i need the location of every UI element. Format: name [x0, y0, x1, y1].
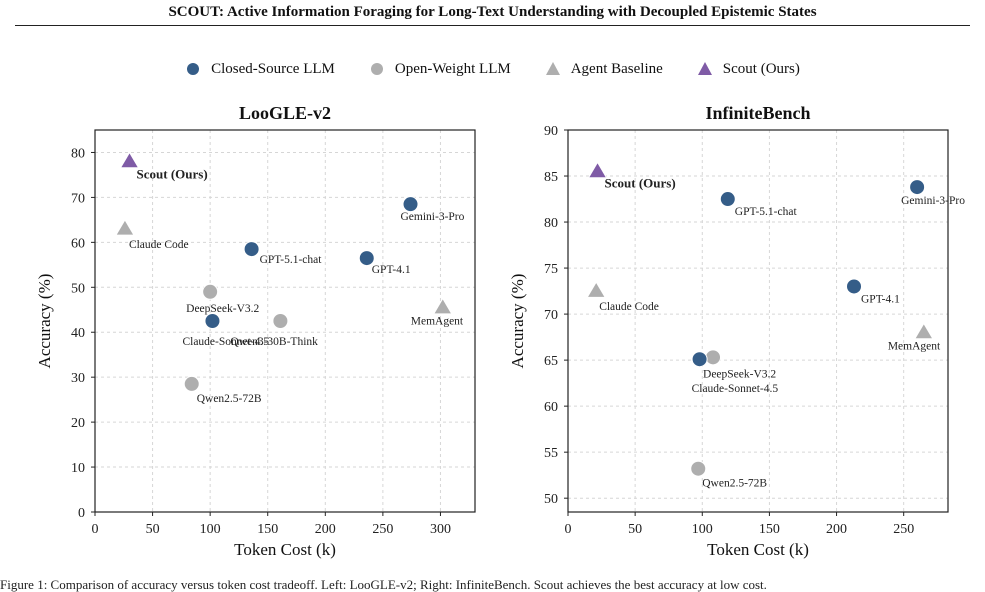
legend-item: Agent Baseline: [545, 61, 663, 78]
data-point-circle: [402, 196, 419, 213]
y-tick-label: 80: [544, 216, 558, 231]
chart-legend: Closed-Source LLM Open-Weight LLM Agent Ba…: [0, 56, 985, 82]
data-point-circle: [846, 278, 863, 295]
data-point-label: Qwen3-30B-Think: [230, 336, 318, 348]
x-tick-label: 200: [826, 522, 847, 537]
data-point-label: Claude-Sonnet-4.5: [692, 383, 779, 395]
legend-triangle-marker: [697, 62, 712, 75]
data-point-triangle: [913, 322, 934, 340]
x-tick-label: 300: [430, 522, 451, 537]
x-tick-label: 50: [628, 522, 642, 537]
data-point-label: MemAgent: [411, 316, 464, 328]
y-tick-label: 30: [71, 371, 85, 386]
y-tick-label: 60: [544, 400, 558, 415]
legend-item: Closed-Source LLM: [185, 61, 335, 78]
data-point-label: Qwen2.5-72B: [702, 478, 767, 490]
y-tick-label: 10: [71, 461, 85, 476]
data-point-label: Claude-Sonnet-4.5: [182, 336, 269, 348]
legend-label: Agent Baseline: [570, 60, 663, 77]
data-point-label: DeepSeek-V3.2: [186, 303, 259, 315]
x-tick-label: 50: [146, 522, 160, 537]
data-point-label: GPT-5.1-chat: [260, 254, 323, 266]
y-tick-label: 50: [544, 492, 558, 507]
x-tick-label: 100: [692, 522, 713, 537]
y-tick-label: 75: [544, 262, 558, 277]
legend-circle-marker: [187, 63, 200, 75]
legend-label: Closed-Source LLM: [211, 60, 335, 77]
y-tick-label: 40: [71, 326, 85, 341]
data-point-triangle: [587, 161, 608, 179]
legend-circle-marker: [370, 63, 383, 75]
data-point-label: Scout (Ours): [605, 175, 676, 190]
y-tick-label: 70: [71, 191, 85, 206]
header-rule: [15, 25, 970, 26]
data-point-circle: [202, 283, 219, 300]
x-tick-label: 0: [565, 522, 572, 537]
legend-label: Open-Weight LLM: [394, 60, 511, 77]
y-tick-label: 55: [544, 446, 558, 461]
plot-frame: [567, 129, 949, 513]
plot-frame: [94, 129, 476, 513]
data-point-label: Scout (Ours): [137, 166, 208, 181]
data-point-label: DeepSeek-V3.2: [703, 368, 776, 380]
y-tick-label: 60: [71, 236, 85, 251]
figure-caption-text: Figure 1: Comparison of accuracy versus …: [0, 577, 767, 592]
y-tick-label: 85: [544, 170, 558, 185]
y-tick-label: 90: [544, 124, 558, 139]
data-point-circle: [719, 191, 736, 208]
chart-title: InfiniteBench: [705, 103, 810, 123]
data-point-circle: [183, 375, 200, 392]
data-point-label: Qwen2.5-72B: [197, 393, 262, 405]
data-point-circle: [204, 313, 221, 329]
legend-item: Scout (Ours): [697, 61, 800, 78]
legend-label: Scout (Ours): [722, 60, 800, 77]
x-tick-label: 250: [372, 522, 393, 537]
data-point-label: GPT-4.1: [861, 293, 900, 305]
data-point-circle: [690, 460, 707, 477]
y-tick-label: 0: [78, 506, 85, 521]
legend-triangle-marker: [545, 62, 560, 75]
x-tick-label: 150: [257, 522, 278, 537]
x-axis-label: Token Cost (k): [707, 540, 809, 559]
data-point-triangle: [432, 297, 453, 315]
data-point-circle: [272, 313, 289, 329]
y-axis-label: Accuracy (%): [35, 274, 54, 369]
paper-header: SCOUT: Active Information Foraging for L…: [0, 0, 985, 26]
x-tick-label: 0: [92, 522, 99, 537]
data-point-label: MemAgent: [888, 341, 941, 353]
x-tick-label: 100: [200, 522, 221, 537]
data-point-label: Gemini-3-Pro: [901, 195, 965, 207]
data-point-triangle: [115, 218, 135, 236]
paper-title: SCOUT: Active Information Foraging for L…: [168, 4, 817, 20]
data-point-label: Claude Code: [599, 301, 659, 313]
data-point-label: Claude Code: [129, 239, 189, 251]
data-point-circle: [691, 351, 708, 368]
data-point-circle: [243, 241, 260, 258]
y-tick-label: 65: [544, 354, 558, 369]
data-point-circle: [358, 250, 375, 267]
chart-title: LooGLE-v2: [239, 103, 331, 123]
y-tick-label: 80: [71, 146, 85, 161]
y-tick-label: 50: [71, 281, 85, 296]
x-tick-label: 200: [315, 522, 336, 537]
x-tick-label: 150: [759, 522, 780, 537]
data-point-triangle: [119, 151, 140, 169]
data-point-label: GPT-5.1-chat: [735, 206, 798, 218]
data-point-label: Gemini-3-Pro: [401, 211, 465, 223]
data-point-triangle: [586, 281, 607, 298]
data-point-circle: [705, 349, 722, 366]
y-axis-label: Accuracy (%): [508, 274, 527, 369]
x-axis-label: Token Cost (k): [234, 540, 336, 559]
data-point-label: GPT-4.1: [372, 264, 411, 276]
data-point-circle: [909, 179, 926, 196]
legend-item: Open-Weight LLM: [369, 61, 511, 78]
y-tick-label: 20: [71, 416, 85, 431]
x-tick-label: 250: [893, 522, 914, 537]
y-tick-label: 70: [544, 308, 558, 323]
figure-caption: Figure 1: Comparison of accuracy versus …: [0, 577, 985, 592]
